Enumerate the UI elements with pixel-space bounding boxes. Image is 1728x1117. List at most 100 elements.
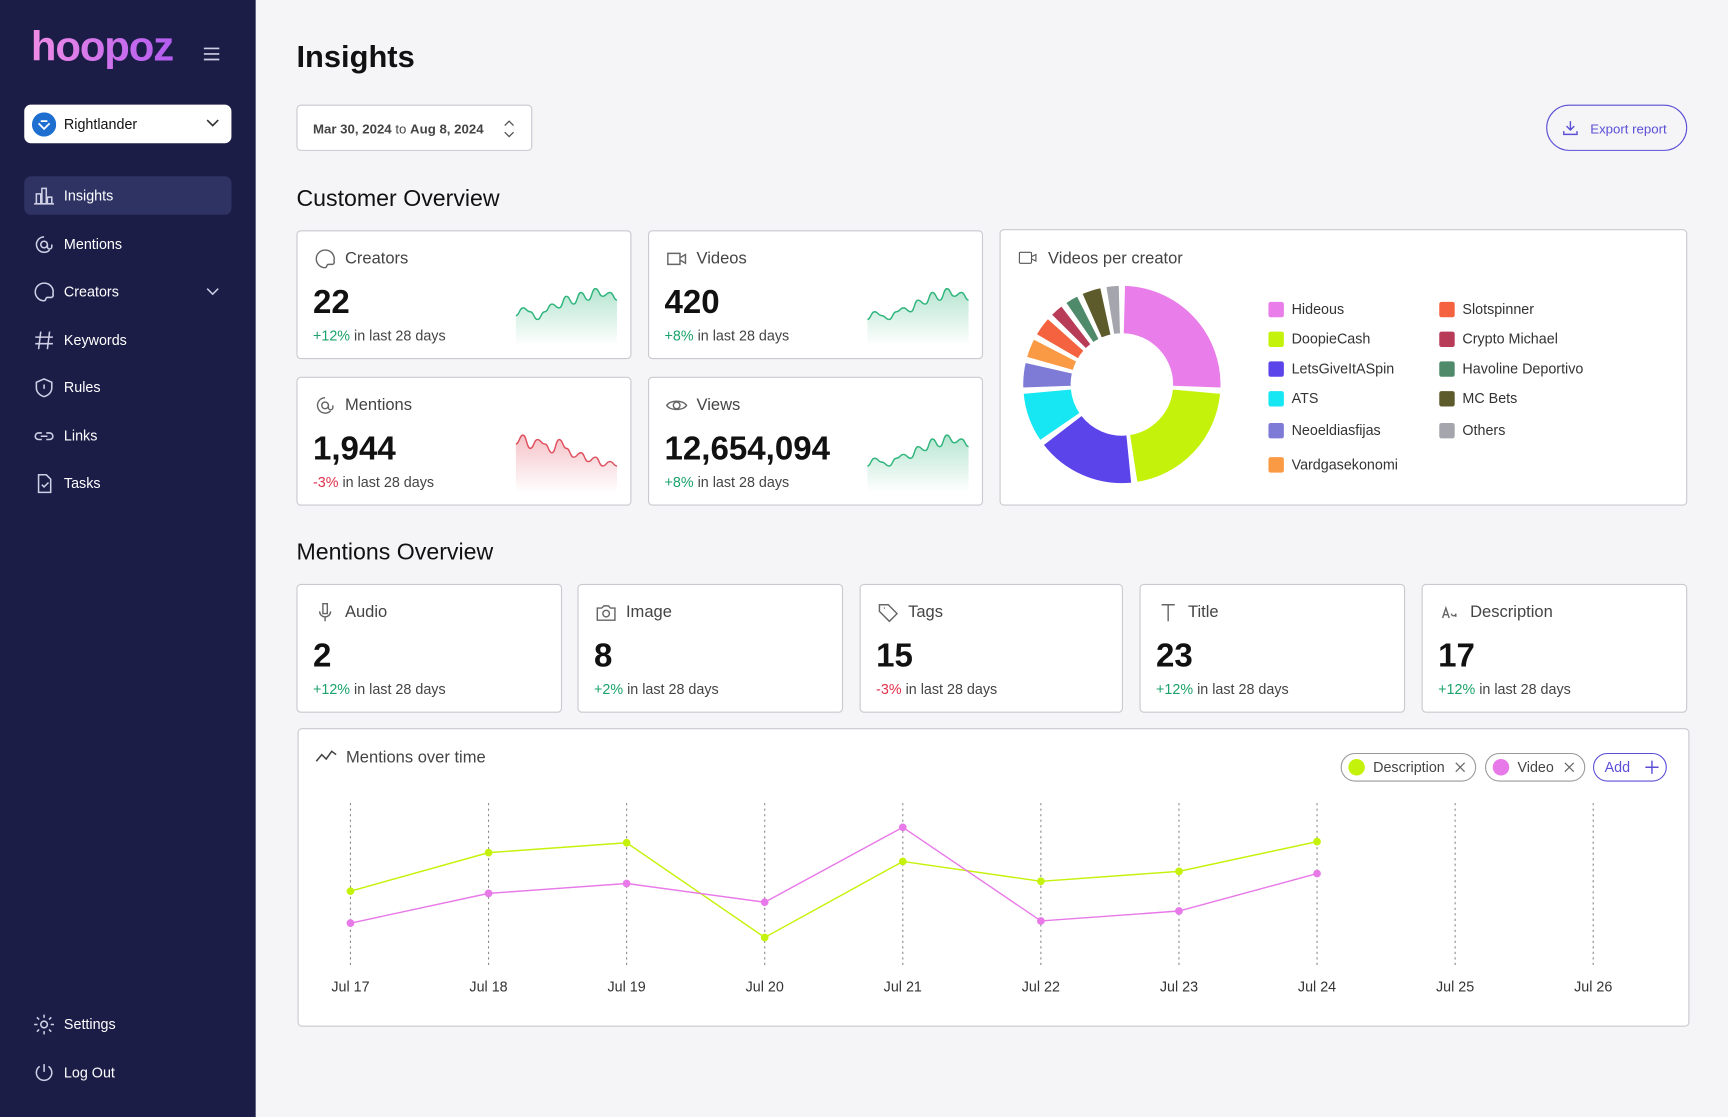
legend-swatch: [1268, 391, 1284, 407]
chip-close: [1564, 762, 1575, 773]
series-line: [350, 840, 1318, 939]
icon-path: [1441, 605, 1457, 619]
nav-label: Links: [63, 427, 98, 444]
change-period: in last 28 days: [354, 327, 446, 344]
change-value: -3%: [876, 680, 902, 698]
date-to: Aug 8, 2024: [410, 121, 484, 137]
legend-swatch: [1268, 361, 1284, 377]
series-point: [1037, 917, 1045, 925]
stat-card: Audio 2 +12% in last 28 days: [296, 583, 563, 713]
card-icon: [318, 602, 332, 622]
series-point: [1175, 867, 1183, 876]
card-icon: [596, 605, 616, 621]
card-change: +8% in last 28 days: [665, 327, 790, 344]
series-point: [346, 919, 355, 927]
chip-label: Description: [1373, 760, 1445, 776]
chip-dot: [1492, 759, 1510, 776]
icon-path: [35, 378, 53, 398]
card-icon: [878, 604, 899, 623]
icon-path: [34, 187, 54, 205]
card-value: 1,944: [312, 430, 396, 468]
series-point: [760, 898, 769, 907]
change-period: in last 28 days: [342, 473, 435, 491]
nav-icon: [34, 432, 54, 441]
sparkline-area: [867, 288, 969, 346]
legend-label: DoopieCash: [1292, 332, 1371, 348]
card-label: Creators: [344, 248, 409, 268]
stat-card: Mentions 1,944 -3% in last 28 days: [296, 376, 632, 506]
x-tick-label: Jul 26: [1574, 979, 1612, 995]
nav-item[interactable]: Mentions: [24, 225, 231, 264]
pie-slice: [1022, 361, 1074, 389]
menu-icon[interactable]: [203, 46, 221, 61]
stat-card: Views 12,654,094 +8% in last 28 days: [647, 376, 984, 506]
card-value: 23: [1156, 637, 1193, 675]
legend-label: Havoline Deportivo: [1462, 361, 1583, 377]
chart-title: Mentions over time: [346, 747, 486, 767]
change-period: in last 28 days: [354, 680, 446, 698]
pie-slice: [1128, 388, 1222, 484]
pie-slice: [1105, 284, 1122, 336]
series-point: [346, 887, 355, 896]
nav-item[interactable]: Keywords: [24, 321, 231, 360]
legend-label: LetsGiveItASpin: [1292, 361, 1395, 377]
card-change: -3% in last 28 days: [876, 681, 997, 698]
pie-slice: [1050, 305, 1092, 350]
series-point: [1313, 869, 1321, 878]
card-change: +8% in last 28 days: [665, 474, 790, 491]
legend-swatch: [1268, 457, 1284, 473]
add-button[interactable]: Add: [1592, 752, 1667, 782]
add-label: Add: [1605, 760, 1631, 776]
card-label: Views: [696, 395, 741, 415]
pie-card: Videos per creator Hideous DoopieCash Lets…: [999, 229, 1688, 506]
series-point: [760, 933, 769, 942]
sort-icon: [504, 120, 515, 138]
date-picker[interactable]: Mar 30, 2024 to Aug 8, 2024: [296, 104, 533, 151]
card-label: Title: [1187, 602, 1219, 622]
brand-logo[interactable]: hoopoz: [30, 24, 174, 71]
series-point: [898, 823, 907, 832]
line-chart: Jul 17 Jul 18 Jul 19 Jul 20 Jul 21 Jul 22 Jul …: [331, 752, 1667, 995]
card-icon: [667, 252, 687, 266]
x-tick-label: Jul 19: [608, 979, 646, 995]
date-sep: to: [395, 121, 407, 137]
series-point: [484, 848, 493, 857]
add-border: [1592, 752, 1667, 782]
nav-item[interactable]: Insights: [24, 176, 232, 215]
nav-item[interactable]: Creators: [24, 272, 231, 311]
nav-item[interactable]: Tasks: [24, 464, 231, 503]
series-point: [622, 879, 631, 888]
nav-label: Creators: [63, 283, 119, 300]
sparkline: [515, 287, 618, 346]
nav-label: Rules: [63, 378, 101, 396]
export-label: Export report: [1590, 121, 1667, 137]
nav-item[interactable]: Links: [24, 416, 231, 455]
card-label: Mentions: [344, 395, 413, 415]
nav-item[interactable]: Log Out: [24, 1053, 231, 1092]
card-value: 2: [312, 637, 332, 675]
export-button[interactable]: Export report: [1546, 104, 1688, 151]
chevron: [206, 119, 219, 127]
workspace-select[interactable]: Rightlander: [24, 104, 232, 144]
card-change: +12% in last 28 days: [313, 681, 446, 698]
legend-chip[interactable]: Description: [1340, 752, 1477, 782]
change-period: in last 28 days: [1197, 680, 1289, 698]
series-point: [622, 838, 631, 847]
nav-item[interactable]: Rules: [24, 368, 231, 407]
pie-chart: Hideous DoopieCash LetsGiveItASpin ATS Neoel…: [1022, 284, 1583, 485]
legend-swatch: [1439, 301, 1455, 318]
x-tick-label: Jul 24: [1298, 979, 1336, 995]
pie-slice: [1035, 317, 1085, 360]
nav-icon: [35, 331, 53, 350]
series-point: [1037, 877, 1045, 886]
card-label: Image: [625, 602, 672, 622]
change-value: +12%: [1156, 680, 1194, 698]
nav-label: Settings: [63, 1015, 116, 1033]
legend-label: ATS: [1292, 391, 1319, 407]
stat-card: Title 23 +12% in last 28 days: [1139, 583, 1406, 713]
card-label: Audio: [344, 602, 388, 622]
legend-chip[interactable]: Video: [1484, 752, 1586, 782]
icon-path: [37, 474, 52, 494]
card-label: Description: [1470, 602, 1553, 622]
nav-item[interactable]: Settings: [24, 1005, 231, 1044]
